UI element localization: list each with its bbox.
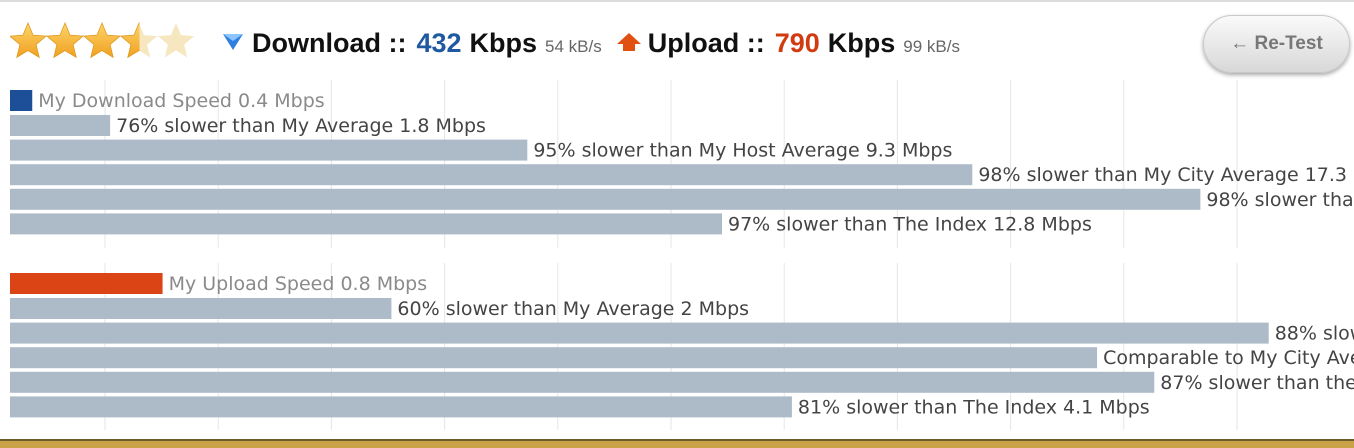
rating-stars [9,21,195,59]
bar-label: 60% slower than My Average 2 Mbps [397,298,749,320]
upload-icon [616,33,641,51]
comparison-bar [10,322,1269,344]
star-empty [157,23,195,58]
chart: My Download Speed 0.4 Mbps 76% slower tha… [9,21,1354,430]
bar-label: 88% slower than My Host Average 6.6 Mbps [1275,323,1354,345]
comparison-bar [10,213,722,235]
star-filled [45,21,85,59]
comparison-bar [10,164,973,186]
own-speed-bar [10,273,163,294]
download-unit: Kbps [469,28,538,58]
star-filled [119,21,140,59]
comparison-bar [10,139,528,161]
comparison-bar [10,298,392,319]
star-fill-group [10,21,140,59]
bar-label: Comparable to My City Average 5.7 Mbps [1103,347,1354,369]
bar-label: 98% slower than the US Average 21.4 Mbps [1206,189,1354,211]
comparison-bar [10,371,1155,393]
star-filled [10,21,48,59]
bar-label: 97% slower than The Index 12.8 Mbps [728,213,1092,235]
download-icon [223,34,243,50]
upload-value: 790 [774,28,820,58]
upload-label: Upload :: [647,28,765,58]
bar-label: 95% slower than My Host Average 9.3 Mbps [533,140,952,162]
comparison-bar [10,347,1098,369]
download-label: Download :: [252,28,407,58]
download-rate: 54 kB/s [545,37,602,56]
speed-summary: Download :: 432 Kbps 54 kB/s Upload :: 7… [222,28,960,59]
comparison-bar [10,188,1201,210]
download-value: 432 [416,28,462,58]
top-border [0,0,1354,2]
bar-label: 76% slower than My Average 1.8 Mbps [116,115,486,137]
bar-label: 87% slower than the US Average 6 Mbps [1160,372,1354,394]
own-speed-bar [10,90,33,111]
upload-rate: 99 kB/s [903,37,960,56]
upload-unit: Kbps [827,28,896,58]
bar-label: My Download Speed 0.4 Mbps [38,90,324,112]
star-filled [82,21,122,59]
bar-label: 81% slower than The Index 4.1 Mbps [798,396,1150,418]
comparison-bar [10,396,792,418]
bottom-bar [0,439,1354,448]
bar-label: 98% slower than My City Average 17.3 Mbp… [978,164,1354,186]
bar-label: My Upload Speed 0.8 Mbps [169,273,428,295]
retest-button[interactable]: ← Re-Test [1203,15,1350,73]
comparison-bar [10,115,111,136]
